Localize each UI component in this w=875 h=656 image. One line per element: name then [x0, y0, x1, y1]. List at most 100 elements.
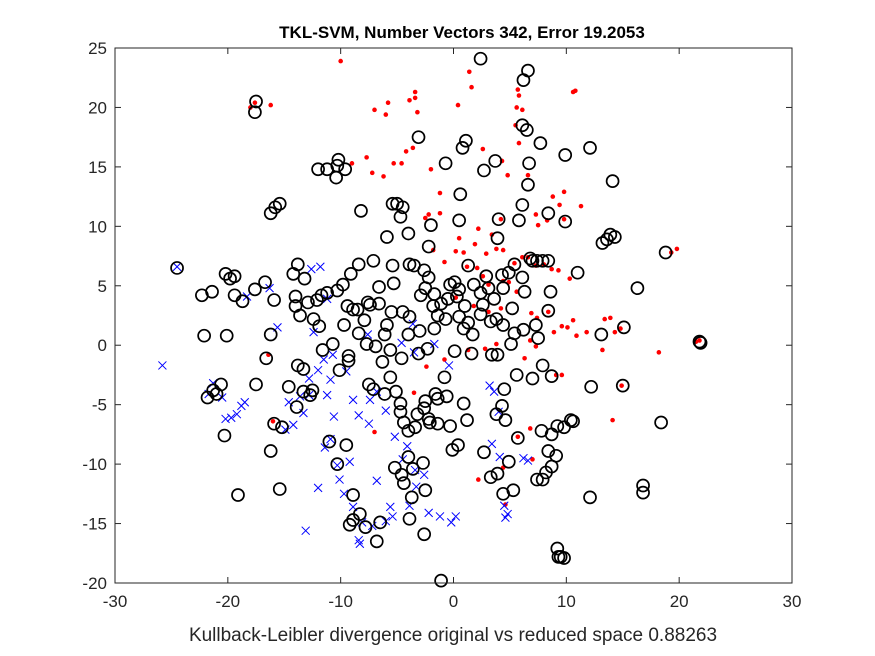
point-circle-227 [516, 73, 531, 87]
point-dot-91 [618, 326, 623, 331]
point-circle-197 [377, 327, 392, 342]
point-circle-30 [408, 420, 422, 435]
point-circle-105 [488, 154, 503, 168]
point-dot-54 [461, 250, 466, 255]
point-dot-32 [480, 146, 486, 152]
point-dot-27 [399, 161, 404, 166]
point-circle-99 [541, 206, 556, 221]
point-circle-20 [341, 349, 356, 363]
point-circle-163 [531, 331, 545, 345]
point-circle-110 [453, 187, 468, 202]
point-circle-116 [401, 226, 416, 241]
point-circle-232 [296, 362, 311, 376]
point-circle-74 [550, 541, 565, 556]
point-circle-238 [430, 391, 445, 406]
point-dot-116 [411, 390, 417, 396]
y-tick-label: 0 [98, 336, 107, 355]
point-circle-67 [541, 444, 556, 458]
point-circle-40 [460, 413, 474, 427]
point-circle-51 [404, 490, 419, 505]
point-dot-9 [412, 95, 418, 101]
point-circle-136 [366, 253, 381, 268]
point-circle-264 [505, 301, 520, 316]
y-tick-label: 25 [88, 39, 107, 58]
point-circle-190 [286, 267, 301, 281]
point-dot-12 [466, 69, 472, 75]
point-circle-247 [320, 286, 334, 300]
point-circle-230 [533, 136, 548, 150]
point-circle-123 [351, 257, 366, 272]
point-circle-222 [227, 288, 242, 303]
point-circle-266 [386, 276, 401, 291]
point-circle-5 [219, 328, 234, 343]
point-dot-81 [551, 329, 557, 335]
point-circle-192 [301, 295, 315, 310]
point-x-0 [158, 361, 167, 370]
point-circle-85 [630, 281, 645, 296]
point-dot-26 [391, 161, 396, 166]
point-x-30 [365, 395, 375, 405]
point-circle-135 [248, 105, 262, 120]
point-circle-202 [447, 344, 462, 359]
point-circle-86 [658, 245, 673, 260]
point-circle-57 [490, 466, 505, 481]
point-circle-144 [441, 292, 455, 306]
point-x-5 [221, 414, 230, 424]
point-dot-75 [486, 309, 491, 315]
y-axis-ticks: -20 -15 -10 -5 0 5 10 15 20 25 [82, 39, 792, 593]
point-circle-53 [417, 527, 432, 542]
point-x-74 [519, 453, 528, 463]
point-circle-45 [373, 515, 388, 530]
point-dot-23 [364, 155, 369, 160]
x-axis-label: Kullback-Leibler divergence original vs … [189, 625, 717, 646]
point-circle-6 [231, 488, 245, 502]
point-circle-147 [461, 258, 476, 273]
point-dot-84 [570, 317, 576, 323]
point-x-80 [329, 412, 339, 421]
point-circle-50 [406, 462, 420, 476]
point-dot-110 [476, 477, 481, 482]
point-circle-240 [422, 415, 437, 430]
point-circle-10 [267, 416, 281, 431]
point-circle-217 [235, 294, 250, 309]
point-dot-56 [483, 251, 489, 256]
point-circle-80 [615, 378, 630, 393]
point-circle-211 [498, 413, 513, 427]
point-circle-248 [402, 257, 417, 272]
x-tick-label: -30 [103, 592, 128, 611]
point-dot-7 [407, 98, 412, 103]
point-x-50 [419, 470, 429, 480]
point-circle-109 [459, 133, 473, 148]
point-dot-5 [383, 112, 389, 117]
point-circle-229 [519, 123, 534, 137]
x-tick-label: 10 [557, 592, 576, 611]
point-circle-194 [312, 319, 327, 334]
point-x-18 [304, 374, 314, 383]
point-dot-102 [533, 344, 539, 349]
point-dot-8 [412, 89, 418, 95]
point-x-11 [265, 283, 274, 293]
point-circle-95 [605, 174, 620, 189]
point-dot-92 [656, 350, 662, 355]
point-circle-148 [466, 277, 481, 292]
point-circle-73 [566, 414, 580, 429]
point-x-9 [240, 397, 250, 407]
point-circle-21 [346, 488, 360, 502]
point-circle-244 [366, 382, 381, 397]
point-circle-242 [401, 450, 416, 464]
point-circle-257 [340, 299, 355, 313]
point-dot-4 [372, 107, 377, 113]
point-circle-174 [427, 321, 442, 336]
point-circle-128 [320, 162, 334, 177]
point-dot-58 [500, 247, 506, 253]
point-circle-237 [416, 456, 430, 470]
point-circle-54 [434, 573, 448, 588]
point-dot-85 [574, 333, 579, 339]
point-circle-91 [595, 236, 610, 250]
point-circle-69 [544, 427, 559, 442]
point-circle-162 [541, 303, 556, 318]
point-dot-39 [550, 194, 556, 199]
point-circle-56 [483, 470, 498, 485]
point-circle-171 [457, 299, 472, 313]
point-circle-103 [522, 156, 536, 171]
